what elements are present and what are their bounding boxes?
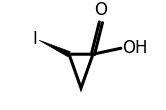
Polygon shape — [39, 40, 70, 57]
Text: I: I — [32, 30, 37, 48]
Text: O: O — [94, 1, 107, 19]
Text: OH: OH — [122, 39, 147, 57]
